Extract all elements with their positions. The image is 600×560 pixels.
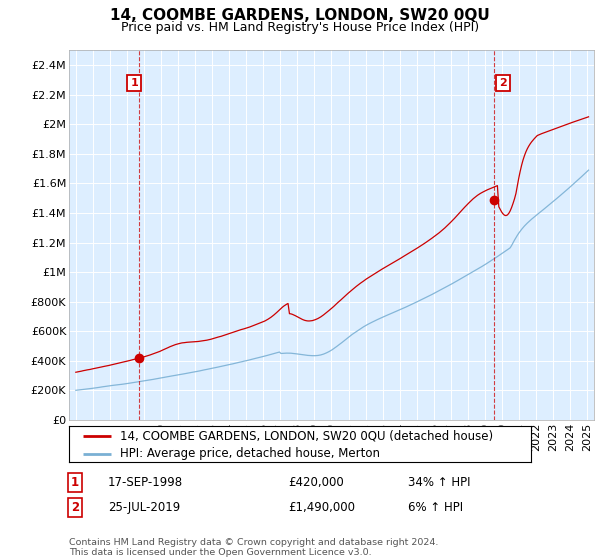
Text: £1,490,000: £1,490,000 (288, 501, 355, 515)
Text: 6% ↑ HPI: 6% ↑ HPI (408, 501, 463, 515)
Text: £420,000: £420,000 (288, 476, 344, 489)
Text: Contains HM Land Registry data © Crown copyright and database right 2024.
This d: Contains HM Land Registry data © Crown c… (69, 538, 439, 557)
Text: 17-SEP-1998: 17-SEP-1998 (108, 476, 183, 489)
Text: 14, COOMBE GARDENS, LONDON, SW20 0QU: 14, COOMBE GARDENS, LONDON, SW20 0QU (110, 8, 490, 24)
Text: 1: 1 (130, 78, 138, 88)
Text: 25-JUL-2019: 25-JUL-2019 (108, 501, 180, 515)
Text: 2: 2 (71, 501, 79, 515)
Text: 14, COOMBE GARDENS, LONDON, SW20 0QU (detached house): 14, COOMBE GARDENS, LONDON, SW20 0QU (de… (120, 430, 493, 442)
Text: 1: 1 (71, 476, 79, 489)
Text: 34% ↑ HPI: 34% ↑ HPI (408, 476, 470, 489)
Text: 2: 2 (499, 78, 506, 88)
Text: HPI: Average price, detached house, Merton: HPI: Average price, detached house, Mert… (120, 447, 380, 460)
Text: Price paid vs. HM Land Registry's House Price Index (HPI): Price paid vs. HM Land Registry's House … (121, 21, 479, 34)
